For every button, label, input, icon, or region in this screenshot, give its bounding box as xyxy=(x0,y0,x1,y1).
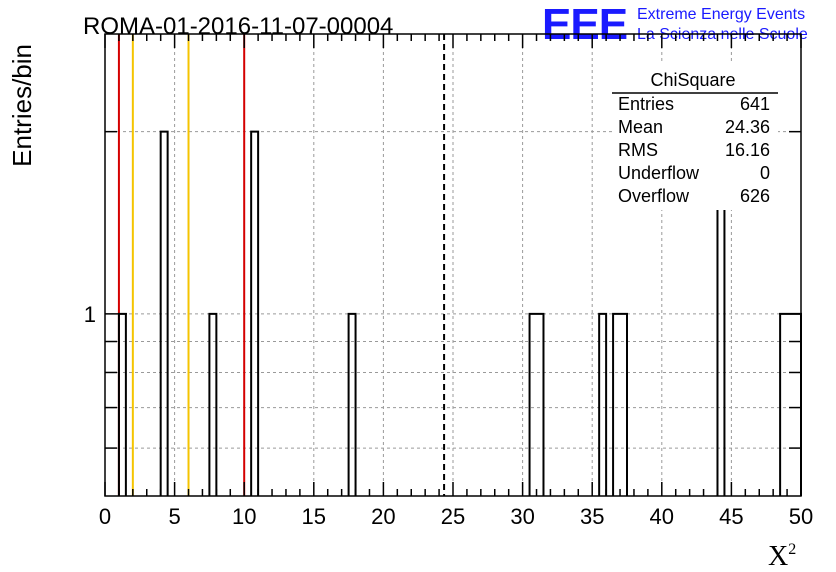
stats-row-label: Overflow xyxy=(618,186,690,206)
logo-mark: EEE xyxy=(542,0,627,49)
stats-box: ChiSquare Entries 641 Mean 24.36 RMS 16.16 Und… xyxy=(612,64,778,210)
x-tick-label: 10 xyxy=(232,504,256,529)
x-tick-label: 35 xyxy=(580,504,604,529)
x-tick-label: 15 xyxy=(302,504,326,529)
x-ticks: 0 5 10 15 20 25 30 35 40 45 50 xyxy=(99,34,813,529)
stats-row-value: 641 xyxy=(740,94,770,114)
x-tick-label: 25 xyxy=(441,504,465,529)
stats-row-value: 16.16 xyxy=(725,140,770,160)
grid-lines xyxy=(105,34,801,496)
chart-title: ROMA-01-2016-11-07-00004 xyxy=(83,13,393,40)
histogram-bin xyxy=(250,130,260,496)
x-tick-label: 20 xyxy=(371,504,395,529)
x-axis-label-main: X xyxy=(768,541,788,572)
histogram-bin xyxy=(347,312,357,496)
x-axis-label-sup: 2 xyxy=(788,541,796,558)
stats-rows: Entries 641 Mean 24.36 RMS 16.16 Underflow 0 Ove… xyxy=(618,94,770,206)
stats-row-label: Underflow xyxy=(618,163,700,183)
histogram-bin xyxy=(159,130,169,496)
x-tick-label: 40 xyxy=(650,504,674,529)
logo-line1: Extreme Energy Events xyxy=(637,6,805,23)
stats-row-value: 626 xyxy=(740,186,770,206)
histogram-bin xyxy=(528,312,545,496)
x-tick-label: 30 xyxy=(510,504,534,529)
stats-box-background xyxy=(612,64,778,210)
x-tick-label: 50 xyxy=(789,504,813,529)
stats-row-label: RMS xyxy=(618,140,658,160)
stats-title: ChiSquare xyxy=(650,70,735,90)
stats-row-value: 0 xyxy=(760,163,770,183)
x-tick-label: 5 xyxy=(168,504,180,529)
y-ticks: 1 xyxy=(84,130,801,449)
stats-row-value: 24.36 xyxy=(725,117,770,137)
y-tick-label: 1 xyxy=(84,302,96,327)
x-axis-label: X2 xyxy=(768,541,796,572)
x-tick-label: 0 xyxy=(99,504,111,529)
histogram-bin xyxy=(208,312,218,496)
stats-row-label: Mean xyxy=(618,117,663,137)
eee-logo: EEE Extreme Energy Events La Scienza nel… xyxy=(542,0,808,49)
histogram-bin xyxy=(612,312,628,496)
y-axis-label: Entries/bin xyxy=(7,44,37,167)
histogram-bin xyxy=(598,312,608,496)
stats-row-label: Entries xyxy=(618,94,674,114)
x-tick-label: 45 xyxy=(719,504,743,529)
